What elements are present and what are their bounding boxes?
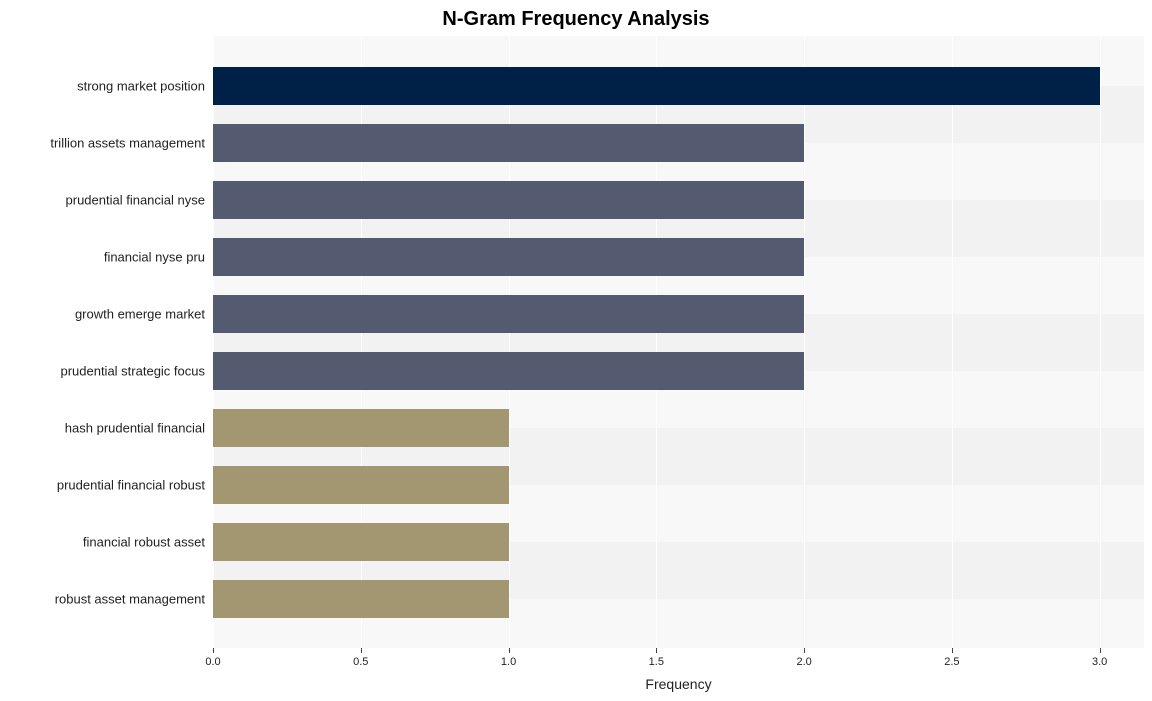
bar bbox=[213, 67, 1100, 105]
y-axis-label: prudential financial nyse bbox=[66, 192, 205, 207]
x-axis-title: Frequency bbox=[213, 676, 1144, 692]
ngram-frequency-chart: N-Gram Frequency Analysis Frequency 0.00… bbox=[8, 8, 1144, 693]
bar bbox=[213, 466, 509, 504]
y-axis-label: robust asset management bbox=[55, 591, 205, 606]
y-axis-label: financial nyse pru bbox=[104, 249, 205, 264]
x-tick bbox=[656, 648, 657, 653]
x-tick bbox=[1100, 648, 1101, 653]
bar bbox=[213, 238, 804, 276]
y-axis-label: prudential financial robust bbox=[57, 477, 205, 492]
bar bbox=[213, 409, 509, 447]
x-tick-label: 0.0 bbox=[205, 656, 220, 668]
chart-title: N-Gram Frequency Analysis bbox=[8, 8, 1144, 31]
bar bbox=[213, 124, 804, 162]
bar bbox=[213, 181, 804, 219]
y-axis-label: financial robust asset bbox=[83, 534, 205, 549]
x-tick bbox=[804, 648, 805, 653]
x-tick-label: 2.0 bbox=[796, 656, 811, 668]
x-gridline bbox=[1100, 36, 1101, 648]
plot-area: Frequency 0.00.51.01.52.02.53.0strong ma… bbox=[213, 36, 1144, 648]
x-tick-label: 1.0 bbox=[501, 656, 516, 668]
y-axis-label: prudential strategic focus bbox=[60, 363, 205, 378]
x-tick-label: 3.0 bbox=[1092, 656, 1107, 668]
y-axis-label: trillion assets management bbox=[50, 135, 205, 150]
y-axis-label: growth emerge market bbox=[75, 306, 205, 321]
x-tick bbox=[213, 648, 214, 653]
bar bbox=[213, 295, 804, 333]
x-tick-label: 1.5 bbox=[649, 656, 664, 668]
bar bbox=[213, 352, 804, 390]
x-gridline bbox=[804, 36, 805, 648]
bar bbox=[213, 523, 509, 561]
x-tick bbox=[509, 648, 510, 653]
x-gridline bbox=[952, 36, 953, 648]
x-tick bbox=[361, 648, 362, 653]
x-tick-label: 0.5 bbox=[353, 656, 368, 668]
bar bbox=[213, 580, 509, 618]
y-axis-label: strong market position bbox=[77, 78, 205, 93]
x-tick bbox=[952, 648, 953, 653]
x-tick-label: 2.5 bbox=[944, 656, 959, 668]
y-axis-label: hash prudential financial bbox=[65, 420, 205, 435]
